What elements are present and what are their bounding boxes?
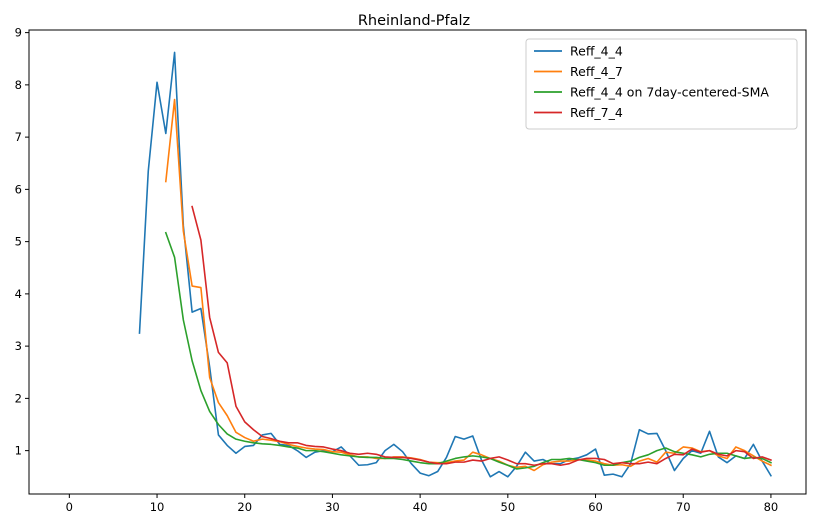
y-tick-label: 6 (15, 182, 22, 196)
chart-title: Rheinland-Pfalz (358, 13, 470, 29)
legend-label-1: Reff_4_7 (570, 64, 623, 79)
y-tick-label: 3 (15, 339, 22, 353)
x-tick-label: 20 (237, 500, 252, 514)
legend: Reff_4_4 Reff_4_7 Reff_4_4 on 7day-centere… (525, 38, 798, 130)
y-tick-label: 8 (15, 78, 22, 92)
series-layer (138, 51, 773, 478)
x-tick-label: 60 (588, 500, 603, 514)
series-line-2 (164, 231, 772, 470)
y-tick-label: 1 (15, 444, 22, 458)
x-tick-label: 40 (413, 500, 428, 514)
x-tick-label: 30 (325, 500, 340, 514)
series-line-0 (138, 51, 773, 478)
x-tick-label: 50 (501, 500, 516, 514)
legend-label-2: Reff_4_4 on 7day-centered-SMA (570, 85, 769, 100)
x-axis: 0 10 20 30 40 50 60 70 80 (66, 494, 779, 514)
x-tick-label: 70 (676, 500, 691, 514)
legend-label-0: Reff_4_4 (570, 44, 623, 59)
x-tick-label: 10 (150, 500, 165, 514)
y-tick-label: 9 (15, 26, 22, 40)
x-tick-label: 0 (66, 500, 73, 514)
y-tick-label: 7 (15, 130, 22, 144)
y-tick-label: 4 (15, 287, 22, 301)
y-tick-label: 2 (15, 391, 22, 405)
x-tick-label: 80 (764, 500, 779, 514)
plot-frame (28, 29, 807, 495)
y-axis: 1 2 3 4 5 6 7 8 9 (15, 26, 29, 458)
legend-box (525, 38, 798, 130)
legend-label-3: Reff_7_4 (570, 105, 623, 120)
y-tick-label: 5 (15, 235, 22, 249)
series-line-1 (164, 98, 772, 472)
series-line-3 (191, 205, 772, 467)
